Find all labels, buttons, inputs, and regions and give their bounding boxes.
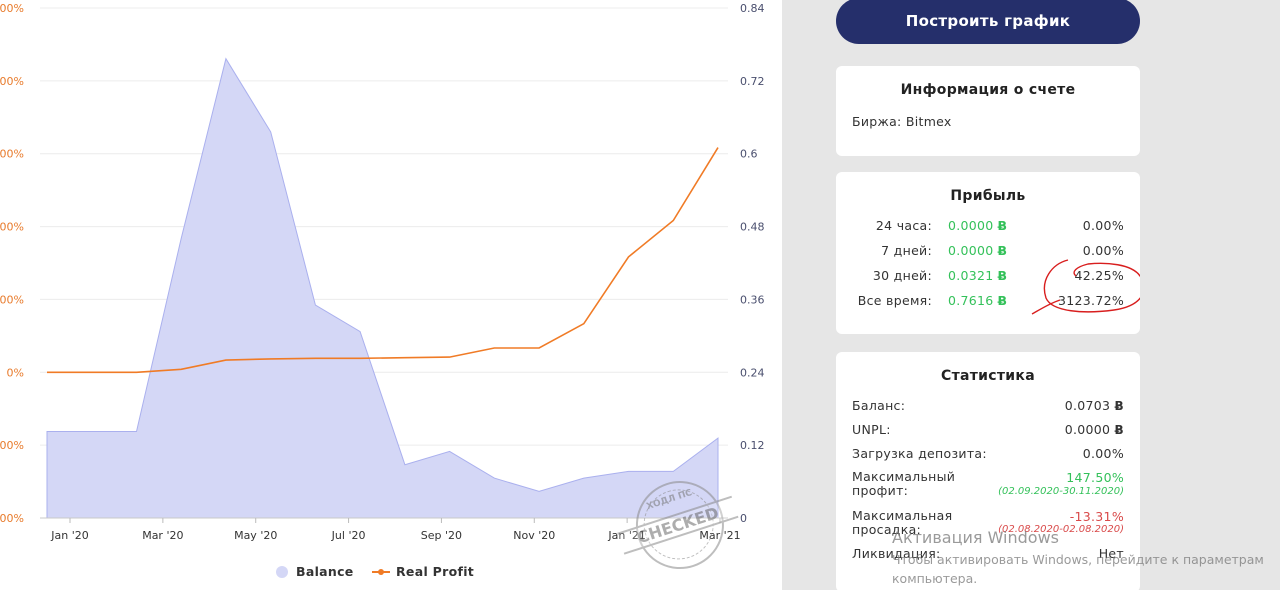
- unpl-value-row: 0.0000 Ƀ: [1065, 422, 1124, 437]
- profit-row-btc: 0.0000 Ƀ: [948, 243, 1007, 258]
- x-axis-tick-label: Jan '21: [607, 529, 645, 542]
- unpl-label: UNPL:: [852, 422, 891, 437]
- unpl-value: 0.0000: [1064, 422, 1111, 437]
- max-profit-label: Максимальный профит:: [852, 469, 956, 498]
- profit-line: [47, 147, 719, 374]
- bitcoin-icon: Ƀ: [997, 243, 1008, 258]
- balance-legend-icon: [276, 565, 288, 578]
- right-axis-tick-label: 0.84: [740, 2, 765, 15]
- build-chart-button[interactable]: Построить график: [836, 0, 1140, 44]
- profit-row-percent: 0.00%: [1082, 243, 1124, 258]
- bitcoin-icon: Ƀ: [1114, 399, 1124, 413]
- balance-area: [46, 57, 719, 519]
- profit-row-label: 7 дней:: [881, 243, 932, 258]
- profit-btc-value: 0.7616: [948, 293, 994, 308]
- bitcoin-icon: Ƀ: [997, 268, 1008, 283]
- max-profit-dates: (02.09.2020-30.11.2020): [998, 486, 1124, 497]
- account-info-title: Информация о счете: [900, 82, 1076, 98]
- max-drawdown-label: Максимальная просадка:: [852, 508, 953, 537]
- legend-balance-label: Balance: [296, 564, 354, 579]
- profit-row-percent: 3123.72%: [1058, 293, 1124, 308]
- left-axis-tick-label: 00%: [0, 2, 24, 15]
- left-axis-tick-label: 00%: [0, 293, 24, 306]
- account-info-card: Информация о счете Биржа: Bitmex: [836, 66, 1140, 156]
- legend-real-profit-label: Real Profit: [396, 564, 475, 579]
- profit-row-percent: 42.25%: [1074, 268, 1124, 283]
- right-axis-tick-label: 0.6: [740, 148, 758, 161]
- profit-row-percent: 0.00%: [1082, 218, 1124, 233]
- left-axis-tick-label: 00%: [0, 75, 24, 88]
- left-axis-tick-label: 00%: [0, 148, 24, 161]
- max-profit-value: 147.50%: [1066, 470, 1124, 485]
- balance-label: Баланс:: [852, 398, 906, 413]
- windows-activation-line2: компьютера.: [892, 571, 978, 586]
- x-axis-tick-label: Mar '21: [699, 529, 740, 542]
- profit-row-btc: 0.7616 Ƀ: [948, 293, 1007, 308]
- profit-legend-icon: [372, 566, 390, 578]
- profit-row-btc: 0.0321 Ƀ: [948, 268, 1007, 283]
- x-axis-tick-label: May '20: [234, 529, 277, 542]
- profit-btc-value: 0.0000: [948, 218, 994, 233]
- x-axis-tick-label: Nov '20: [513, 529, 555, 542]
- statistics-card: Статистика Баланс: 0.0703 Ƀ UNPL: 0.0000…: [836, 352, 1140, 592]
- chart-svg: 00%00%00%00%00%0%00%00% 0.840.720.60.480…: [0, 2, 765, 542]
- legend-real-profit[interactable]: Real Profit: [372, 564, 474, 579]
- profit-btc-value: 0.0321: [948, 268, 994, 283]
- statistics-title: Статистика: [941, 368, 1035, 384]
- balance-value: 0.0703: [1064, 398, 1111, 413]
- bitcoin-icon: Ƀ: [997, 218, 1008, 233]
- right-axis-tick-label: 0: [740, 512, 747, 525]
- x-axis-tick-label: Jul '20: [331, 529, 366, 542]
- right-panel: Построить график Информация о счете Бирж…: [782, 0, 1280, 592]
- chart-area: 00% 00% 00% 00% 00% 0% 00% 00% 0.84 0.72 0.6 0.48 0…: [0, 2, 765, 581]
- deposit-value: 0.00%: [1082, 446, 1124, 461]
- profit-title: Прибыль: [950, 188, 1026, 204]
- left-axis-tick-label: 00%: [0, 512, 24, 525]
- max-drawdown-dates: (02.08.2020-02.08.2020): [998, 524, 1124, 535]
- liquidation-label: Ликвидация:: [852, 546, 941, 561]
- profit-row-label: Все время:: [857, 293, 932, 308]
- windows-activation-title: Активация Windows: [892, 528, 1059, 547]
- x-axis-tick-label: Jan '20: [50, 529, 88, 542]
- max-drawdown-value: -13.31%: [1069, 509, 1124, 524]
- left-axis-tick-label: 00%: [0, 221, 24, 234]
- right-axis-tick-label: 0.36: [740, 293, 765, 306]
- bitcoin-icon: Ƀ: [997, 293, 1008, 308]
- right-axis-tick-label: 0.24: [740, 366, 765, 379]
- right-axis-tick-label: 0.12: [740, 439, 765, 452]
- left-axis-tick-label: 00%: [0, 439, 24, 452]
- exchange-text: Биржа: Bitmex: [852, 114, 952, 129]
- deposit-label: Загрузка депозита:: [852, 446, 987, 461]
- profit-row-btc: 0.0000 Ƀ: [948, 218, 1007, 233]
- left-axis-ticks: 00% 00% 00% 00% 00% 0% 00% 00%: [0, 2, 24, 525]
- bitcoin-icon: Ƀ: [1114, 423, 1124, 437]
- x-axis-tick-label: Mar '20: [142, 529, 183, 542]
- profit-row-label: 24 часа:: [875, 218, 932, 233]
- windows-activation-line1: Чтобы активировать Windows, перейдите к …: [892, 552, 1264, 567]
- balance-value-row: 0.0703 Ƀ: [1065, 398, 1124, 413]
- legend-balance[interactable]: Balance: [276, 564, 354, 579]
- liquidation-value: Нет: [1098, 546, 1124, 561]
- profit-btc-value: 0.0000: [948, 243, 994, 258]
- right-axis-ticks: 0.84 0.72 0.6 0.48 0.36 0.24 0.12 0: [740, 2, 765, 525]
- left-axis-tick-label: 0%: [7, 366, 24, 379]
- x-axis-tick-label: Sep '20: [421, 529, 462, 542]
- x-axis-ticks: Jan '20 Mar '20 May '20 Jul '20 Sep '20 Nov '…: [50, 518, 741, 542]
- profit-row-label: 30 дней:: [872, 268, 932, 283]
- right-axis-tick-label: 0.48: [740, 221, 765, 234]
- right-axis-tick-label: 0.72: [740, 75, 765, 88]
- profit-card: Прибыль 24 часа: 0.0000 Ƀ 0.00% 7 дней: 0.000…: [836, 172, 1140, 334]
